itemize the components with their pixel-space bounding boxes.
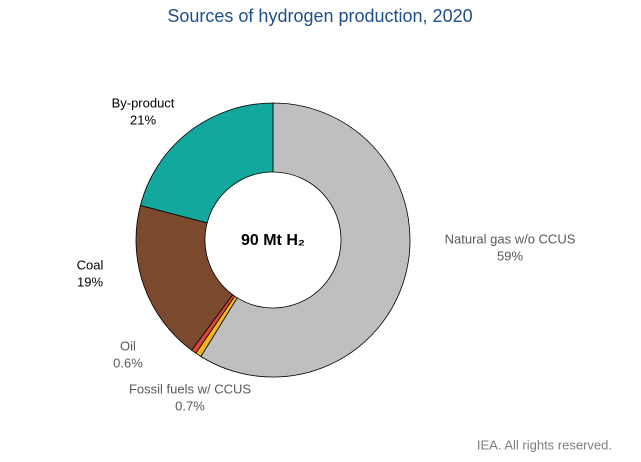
slice-value-label: 59% bbox=[497, 248, 523, 263]
donut-slice bbox=[200, 102, 411, 378]
slice-label: Fossil fuels w/ CCUS bbox=[129, 381, 251, 396]
slice-label: By-product bbox=[112, 95, 175, 110]
slice-value-label: 0.6% bbox=[113, 355, 143, 370]
slice-value-label: 21% bbox=[130, 112, 156, 127]
slice-label: Coal bbox=[77, 257, 104, 272]
slice-label: Oil bbox=[120, 338, 136, 353]
center-label: 90 Mt H₂ bbox=[241, 232, 305, 249]
footnote: IEA. All rights reserved. bbox=[477, 437, 612, 452]
donut-slice bbox=[139, 102, 274, 224]
chart-title: Sources of hydrogen production, 2020 bbox=[167, 6, 472, 26]
slice-value-label: 0.7% bbox=[175, 398, 205, 413]
slice-value-label: 19% bbox=[77, 274, 103, 289]
donut-slice bbox=[135, 204, 234, 351]
slice-label: Natural gas w/o CCUS bbox=[445, 231, 576, 246]
